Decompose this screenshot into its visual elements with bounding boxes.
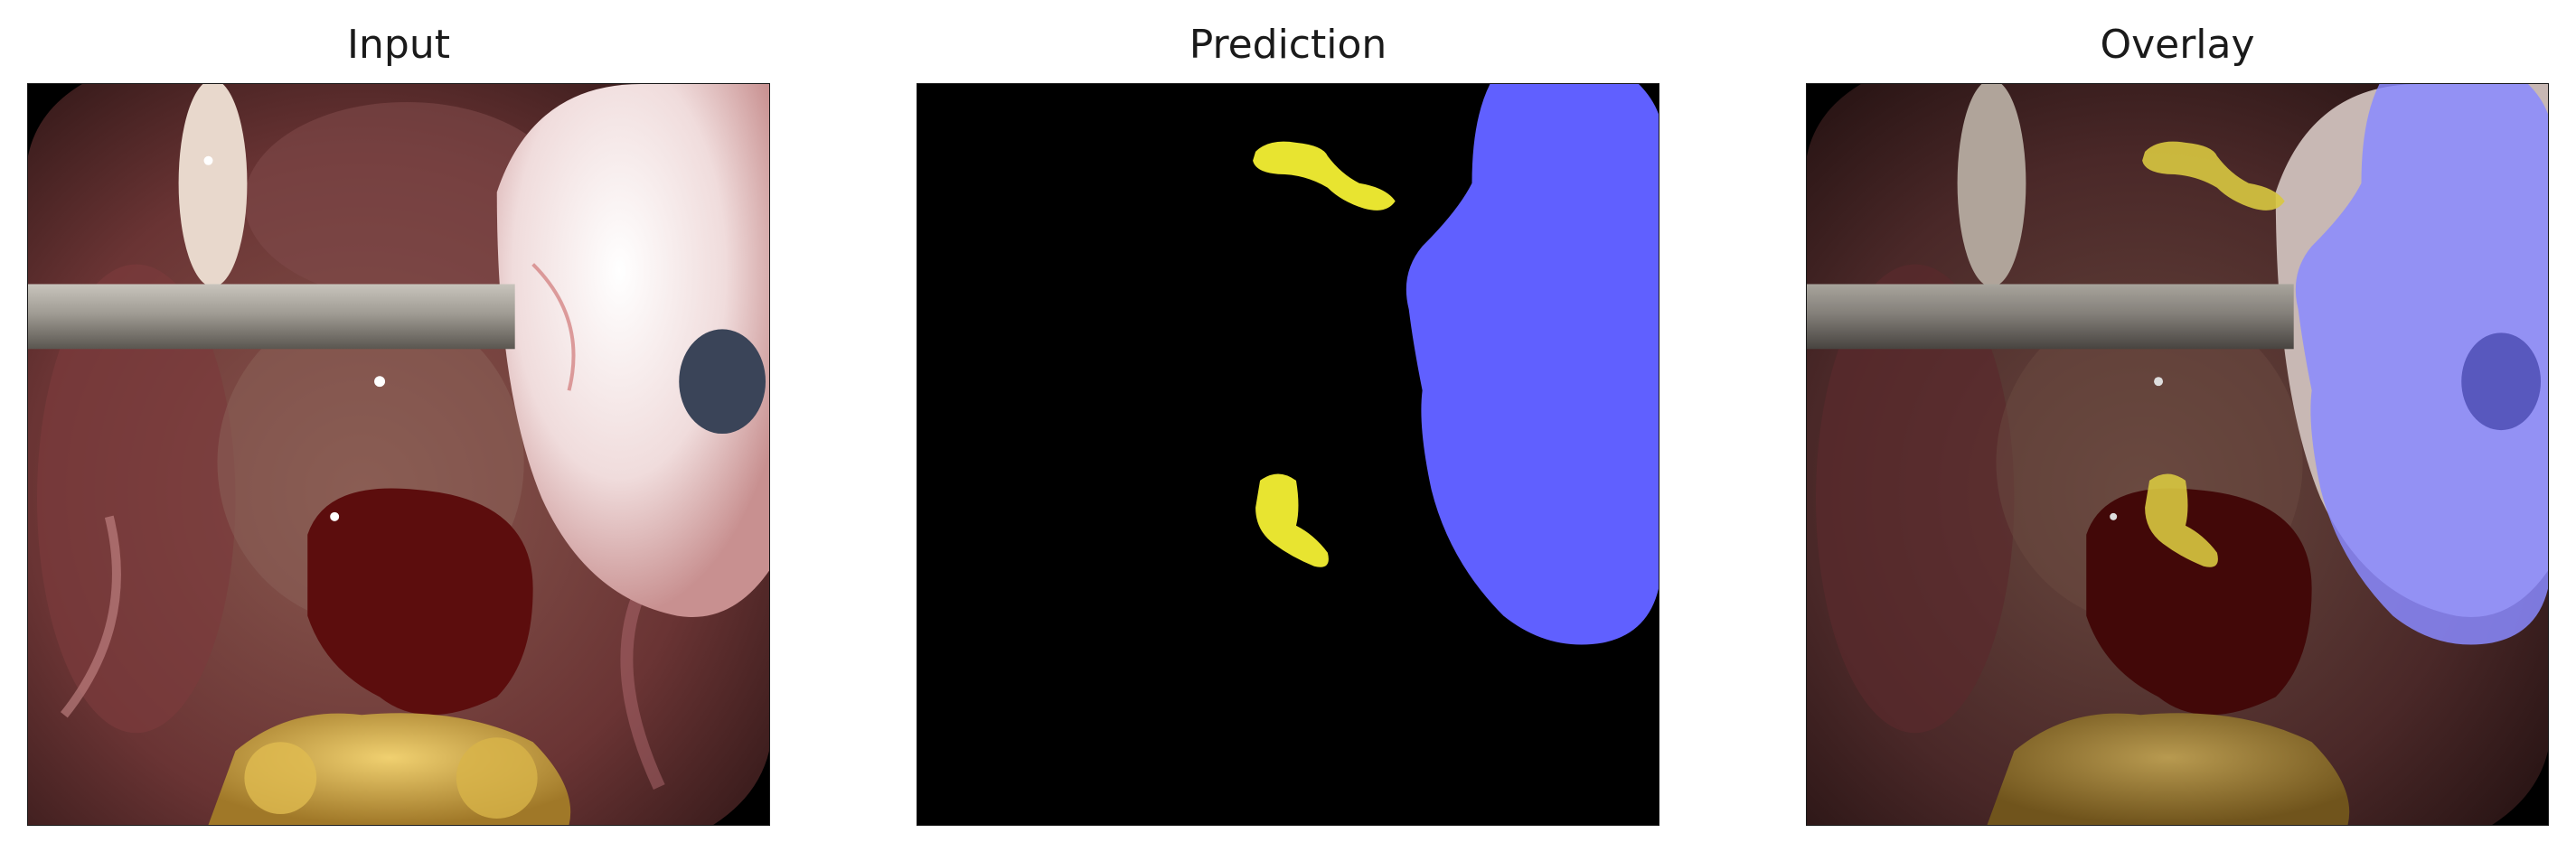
input-image bbox=[27, 83, 770, 826]
mask-yellow-bottom bbox=[1255, 473, 1329, 567]
prediction-mask bbox=[917, 84, 1659, 825]
input-panel: Input bbox=[27, 0, 770, 852]
prediction-image bbox=[917, 83, 1659, 826]
overlay-image bbox=[1806, 83, 2549, 826]
prediction-title: Prediction bbox=[1189, 22, 1387, 68]
prediction-panel: Prediction bbox=[917, 0, 1659, 852]
mask-blue-region bbox=[1406, 84, 1659, 645]
overlay-panel: Overlay bbox=[1806, 0, 2549, 852]
mask-yellow-top bbox=[1253, 141, 1396, 211]
input-title: Input bbox=[347, 22, 450, 68]
overlay-composite bbox=[1807, 84, 2548, 825]
overlay-title: Overlay bbox=[2100, 22, 2255, 68]
input-photo bbox=[28, 84, 769, 825]
